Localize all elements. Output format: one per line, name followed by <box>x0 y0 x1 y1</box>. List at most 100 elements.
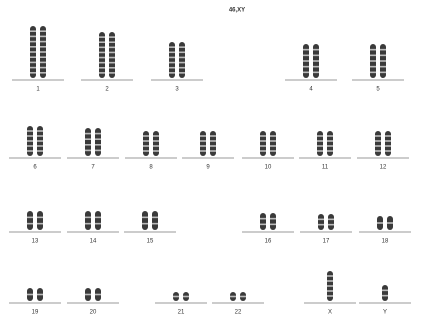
band <box>370 60 376 62</box>
band <box>169 62 175 64</box>
band <box>313 66 319 68</box>
band <box>385 150 391 152</box>
chromatid <box>385 131 391 156</box>
band <box>328 219 334 221</box>
band <box>40 56 46 58</box>
band <box>153 140 159 142</box>
band <box>200 135 206 137</box>
chromosome-label: 19 <box>32 310 39 316</box>
band <box>270 224 276 226</box>
chromatid <box>317 131 323 156</box>
chromosome-label: 14 <box>90 239 97 245</box>
chromatid <box>270 213 276 230</box>
band <box>382 295 388 297</box>
band <box>380 49 386 51</box>
band <box>173 296 179 298</box>
band <box>375 145 381 147</box>
band <box>37 130 43 132</box>
band <box>318 224 324 226</box>
band <box>183 296 189 298</box>
band <box>260 218 266 220</box>
band <box>179 72 185 74</box>
band <box>109 47 115 49</box>
band <box>143 145 149 147</box>
chromatid <box>375 131 381 156</box>
chromosome-label: 10 <box>265 165 272 171</box>
band <box>380 72 386 74</box>
band <box>260 224 266 226</box>
band <box>210 140 216 142</box>
band <box>99 41 105 43</box>
chromatid <box>153 131 159 156</box>
band <box>313 72 319 74</box>
band <box>37 140 43 142</box>
band <box>99 52 105 54</box>
band <box>30 46 36 48</box>
band <box>95 133 101 135</box>
band <box>380 55 386 57</box>
band <box>382 290 388 292</box>
band <box>260 150 266 152</box>
band <box>95 217 101 219</box>
band <box>179 46 185 48</box>
chromatid <box>270 131 276 156</box>
chromosome-label: X <box>328 310 332 316</box>
band <box>109 52 115 54</box>
band <box>37 150 43 152</box>
band <box>270 150 276 152</box>
background <box>0 0 429 318</box>
band <box>27 145 33 147</box>
band <box>40 46 46 48</box>
band <box>142 217 148 219</box>
band <box>85 150 91 152</box>
chromatid <box>260 213 266 230</box>
chromatid <box>382 285 388 301</box>
chromosome-label: 20 <box>90 310 97 316</box>
chromosome-label: 15 <box>147 239 154 245</box>
band <box>109 62 115 64</box>
band <box>95 223 101 225</box>
band <box>240 296 246 298</box>
band <box>85 217 91 219</box>
chromatid <box>27 211 33 230</box>
band <box>327 275 333 277</box>
band <box>30 56 36 58</box>
chromosome-label: 21 <box>178 310 185 316</box>
band <box>152 217 158 219</box>
band <box>260 145 266 147</box>
chromatid <box>95 128 101 156</box>
band <box>27 294 33 296</box>
band <box>40 67 46 69</box>
band <box>370 66 376 68</box>
chromatid <box>318 214 324 230</box>
band <box>380 60 386 62</box>
band <box>270 135 276 137</box>
band <box>30 51 36 53</box>
band <box>270 140 276 142</box>
band <box>85 223 91 225</box>
chromatid <box>200 131 206 156</box>
chromatid <box>260 131 266 156</box>
chromosome-label: 13 <box>32 239 39 245</box>
band <box>313 60 319 62</box>
band <box>85 133 91 135</box>
chromatid <box>109 32 115 78</box>
band <box>37 217 43 219</box>
band <box>230 296 236 298</box>
band <box>303 49 309 51</box>
band <box>99 62 105 64</box>
band <box>37 135 43 137</box>
chromatid <box>143 131 149 156</box>
band <box>179 57 185 59</box>
band <box>27 217 33 219</box>
chromatid <box>142 211 148 230</box>
band <box>95 150 101 152</box>
band <box>169 67 175 69</box>
band <box>380 66 386 68</box>
band <box>40 41 46 43</box>
chromosome-label: 17 <box>323 239 330 245</box>
chromatid <box>99 32 105 78</box>
band <box>327 280 333 282</box>
chromatid <box>328 214 334 230</box>
band <box>109 67 115 69</box>
